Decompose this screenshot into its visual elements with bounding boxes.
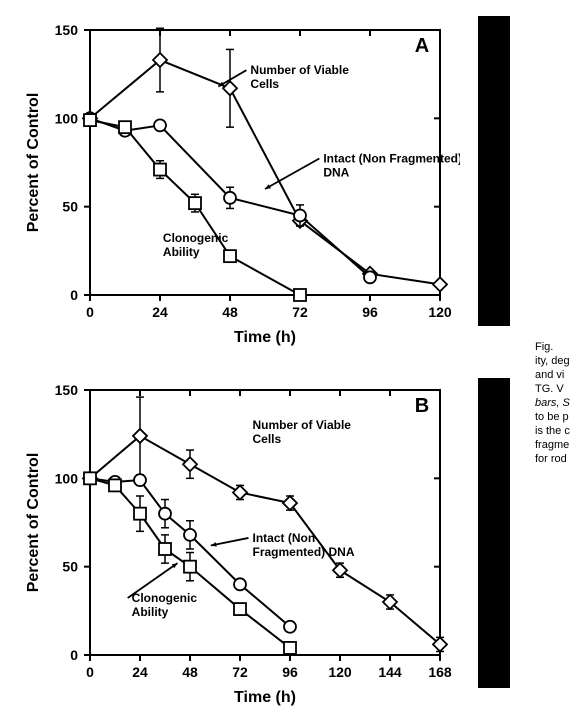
caption-line: and vi <box>535 368 570 382</box>
svg-text:50: 50 <box>62 199 78 215</box>
svg-text:24: 24 <box>152 304 168 320</box>
caption-line: to be p <box>535 410 570 424</box>
svg-text:Percent of Control: Percent of Control <box>25 453 42 593</box>
svg-text:96: 96 <box>362 304 378 320</box>
caption-line: bars, S <box>535 396 570 410</box>
svg-text:Intact (Non Fragmented): Intact (Non Fragmented) <box>323 152 460 166</box>
figure-caption-fragment: Fig.ity, degand viTG. Vbars, Sto be pis … <box>535 340 570 466</box>
svg-text:96: 96 <box>282 664 298 680</box>
svg-text:0: 0 <box>70 647 78 663</box>
caption-line: Fig. <box>535 340 570 354</box>
svg-text:150: 150 <box>55 382 79 398</box>
black-bar-b <box>478 378 510 688</box>
caption-line: ity, deg <box>535 354 570 368</box>
svg-text:0: 0 <box>86 304 94 320</box>
svg-text:50: 50 <box>62 559 78 575</box>
svg-text:168: 168 <box>428 664 452 680</box>
svg-text:DNA: DNA <box>323 166 349 180</box>
svg-text:Ability: Ability <box>132 605 169 619</box>
svg-text:Cells: Cells <box>253 432 282 446</box>
caption-line: is the c <box>535 424 570 438</box>
svg-text:B: B <box>415 395 429 417</box>
caption-line: fragme <box>535 438 570 452</box>
svg-text:Fragmented) DNA: Fragmented) DNA <box>253 545 355 559</box>
chart-a-svg: 0 24 48 72 96 120 0 50 100 150 Time (h) Percent of … <box>20 10 460 350</box>
chart-panel-a: 0 24 48 72 96 120 0 50 100 150 Time (h) Percent of … <box>20 10 460 350</box>
svg-text:24: 24 <box>132 664 148 680</box>
svg-text:150: 150 <box>55 22 79 38</box>
svg-text:Percent of Control: Percent of Control <box>25 93 42 233</box>
svg-text:48: 48 <box>222 304 238 320</box>
svg-text:Clonogenic: Clonogenic <box>163 231 229 245</box>
caption-line: for rod <box>535 452 570 466</box>
svg-text:120: 120 <box>428 304 452 320</box>
svg-text:Time (h): Time (h) <box>234 689 296 706</box>
svg-text:Clonogenic: Clonogenic <box>132 591 198 605</box>
svg-text:Number of Viable: Number of Viable <box>253 418 352 432</box>
svg-text:100: 100 <box>55 470 79 486</box>
svg-text:72: 72 <box>232 664 248 680</box>
chart-panel-b: 0 24 48 72 96 120 144 168 0 50 100 150 Time (h) Perce… <box>20 370 460 710</box>
caption-line: TG. V <box>535 382 570 396</box>
svg-text:72: 72 <box>292 304 308 320</box>
svg-text:144: 144 <box>378 664 402 680</box>
svg-text:Cells: Cells <box>250 77 279 91</box>
svg-text:0: 0 <box>86 664 94 680</box>
svg-text:Ability: Ability <box>163 245 200 259</box>
svg-text:Intact (Non: Intact (Non <box>253 531 316 545</box>
black-bar-a <box>478 16 510 326</box>
svg-text:0: 0 <box>70 287 78 303</box>
chart-b-svg: 0 24 48 72 96 120 144 168 0 50 100 150 Time (h) Perce… <box>20 370 460 710</box>
svg-text:Time (h): Time (h) <box>234 329 296 346</box>
svg-text:48: 48 <box>182 664 198 680</box>
svg-text:Number of Viable: Number of Viable <box>250 63 349 77</box>
svg-text:120: 120 <box>328 664 352 680</box>
svg-text:A: A <box>415 35 429 57</box>
svg-text:100: 100 <box>55 110 79 126</box>
